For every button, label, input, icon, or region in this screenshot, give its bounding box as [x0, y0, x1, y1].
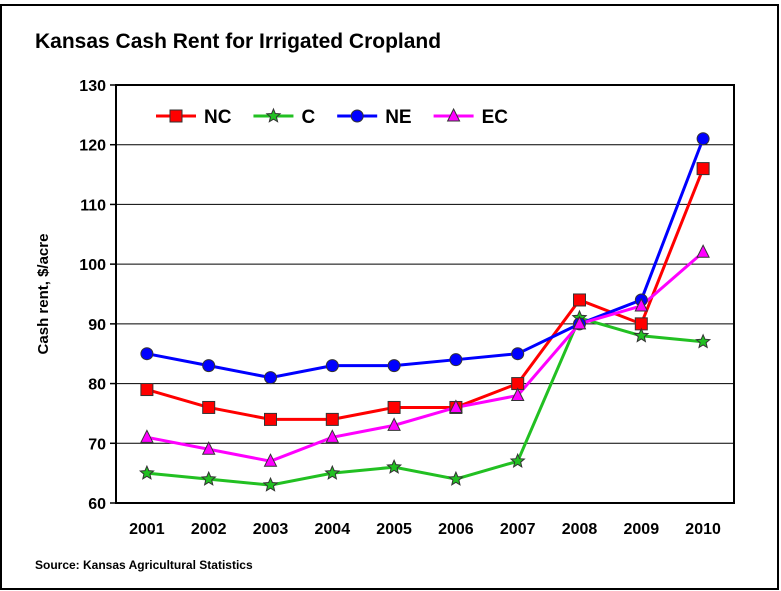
- series-line: [146, 138, 705, 380]
- marker: [200, 470, 217, 486]
- marker: [325, 412, 339, 426]
- frame: [0, 4, 779, 590]
- legend-label: NC: [204, 107, 232, 128]
- marker: [446, 107, 461, 122]
- plot-area: [115, 84, 735, 504]
- marker: [634, 297, 649, 312]
- marker: [202, 359, 216, 373]
- x-tick-label: 2008: [562, 521, 598, 538]
- marker: [695, 333, 712, 349]
- y-tick-label: 60: [88, 496, 106, 513]
- marker: [324, 464, 341, 480]
- y-tick-label: 90: [88, 317, 106, 334]
- marker: [509, 452, 526, 468]
- marker: [140, 383, 154, 397]
- marker: [511, 347, 525, 361]
- marker: [449, 353, 463, 367]
- marker: [201, 441, 216, 455]
- marker: [387, 359, 401, 373]
- marker: [633, 327, 650, 343]
- marker: [449, 399, 463, 413]
- marker: [265, 107, 282, 123]
- marker: [263, 453, 278, 467]
- marker: [325, 359, 339, 373]
- marker: [140, 347, 154, 361]
- y-axis-label: Cash rent, $/acre: [35, 234, 52, 355]
- y-tick-label: 110: [80, 197, 106, 214]
- x-tick-label: 2003: [253, 521, 289, 538]
- x-tick-label: 2009: [624, 521, 660, 538]
- legend-label: NE: [385, 107, 411, 128]
- marker: [572, 315, 587, 330]
- marker: [387, 417, 401, 431]
- series-line: [146, 316, 704, 487]
- legend-label: C: [301, 107, 315, 128]
- marker: [202, 400, 216, 414]
- marker: [138, 464, 155, 480]
- y-tick-label: 100: [79, 257, 106, 274]
- marker: [696, 244, 710, 258]
- source-note: Source: Kansas Agricultural Statistics: [35, 558, 253, 572]
- legend-label: EC: [482, 107, 509, 128]
- x-tick-label: 2010: [685, 521, 721, 538]
- marker: [573, 293, 586, 307]
- y-tick-label: 80: [88, 377, 106, 394]
- marker: [264, 371, 277, 385]
- marker: [696, 162, 710, 176]
- x-tick-label: 2006: [438, 521, 474, 538]
- marker: [387, 400, 401, 414]
- series-line: [146, 251, 705, 463]
- y-tick-label: 70: [88, 436, 106, 453]
- marker: [264, 412, 277, 426]
- marker: [510, 387, 525, 402]
- marker: [447, 470, 464, 486]
- marker: [325, 429, 340, 443]
- chart-title: Kansas Cash Rent for Irrigated Cropland: [35, 30, 441, 53]
- marker: [262, 476, 279, 492]
- y-tick-label: 120: [79, 138, 106, 155]
- marker: [386, 458, 403, 474]
- x-tick-label: 2004: [315, 521, 351, 538]
- marker: [140, 429, 154, 443]
- y-tick-label: 130: [79, 78, 106, 95]
- x-tick-label: 2007: [500, 521, 536, 538]
- marker: [350, 109, 364, 123]
- marker: [696, 132, 710, 146]
- marker: [169, 109, 183, 123]
- x-tick-label: 2005: [376, 521, 412, 538]
- x-tick-label: 2001: [129, 521, 165, 538]
- x-tick-label: 2002: [191, 521, 227, 538]
